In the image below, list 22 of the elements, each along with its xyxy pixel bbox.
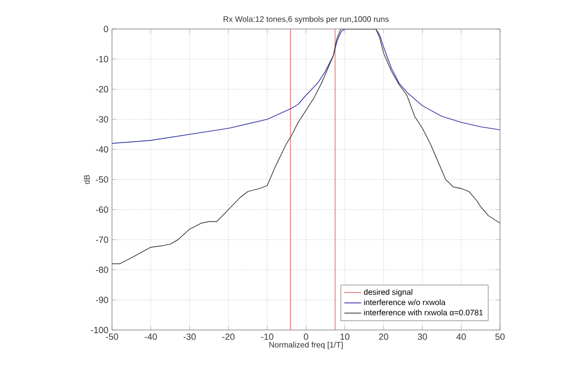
y-tick-label: -60: [96, 206, 108, 213]
x-tick-label: -40: [144, 334, 157, 340]
x-tick-label: 0: [304, 334, 308, 340]
y-tick-label: -90: [96, 296, 108, 304]
y-tick-label: -30: [96, 116, 108, 122]
y-tick-label: -80: [96, 266, 108, 273]
x-tick-label: 50: [495, 334, 505, 340]
x-tick-label: -10: [261, 334, 274, 340]
y-tick-label: -50: [96, 176, 108, 183]
y-tick-label: -20: [96, 86, 108, 92]
x-tick-label: 20: [379, 334, 388, 340]
y-tick-label: -70: [96, 236, 108, 243]
x-tick-label: -50: [106, 334, 118, 340]
x-tick-label: 40: [456, 334, 466, 340]
y-tick-label: 0: [104, 26, 108, 32]
y-tick-label: -40: [96, 146, 108, 153]
x-tick-label: -20: [222, 334, 235, 340]
x-tick-label: 10: [340, 334, 350, 340]
x-tick-label: 30: [418, 334, 428, 340]
y-tick-label: -100: [90, 326, 108, 334]
y-tick-label: -10: [96, 56, 108, 62]
x-tick-label: -30: [184, 334, 196, 340]
